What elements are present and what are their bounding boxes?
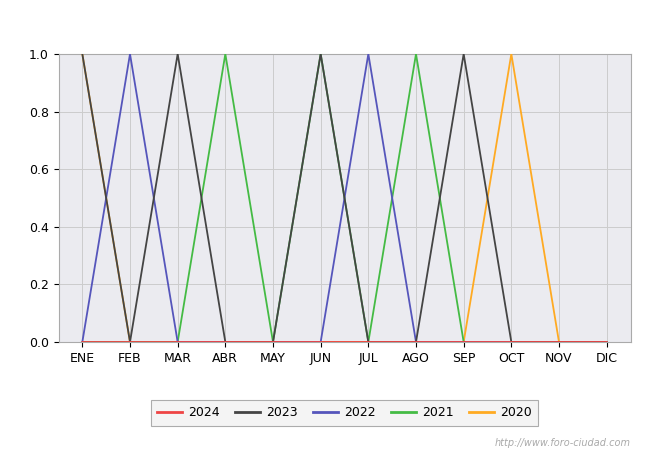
Text: Matriculaciones de Vehiculos en Almedijar: Matriculaciones de Vehiculos en Almedija… xyxy=(150,14,500,32)
Text: http://www.foro-ciudad.com: http://www.foro-ciudad.com xyxy=(495,438,630,448)
Legend: 2024, 2023, 2022, 2021, 2020: 2024, 2023, 2022, 2021, 2020 xyxy=(151,400,538,426)
